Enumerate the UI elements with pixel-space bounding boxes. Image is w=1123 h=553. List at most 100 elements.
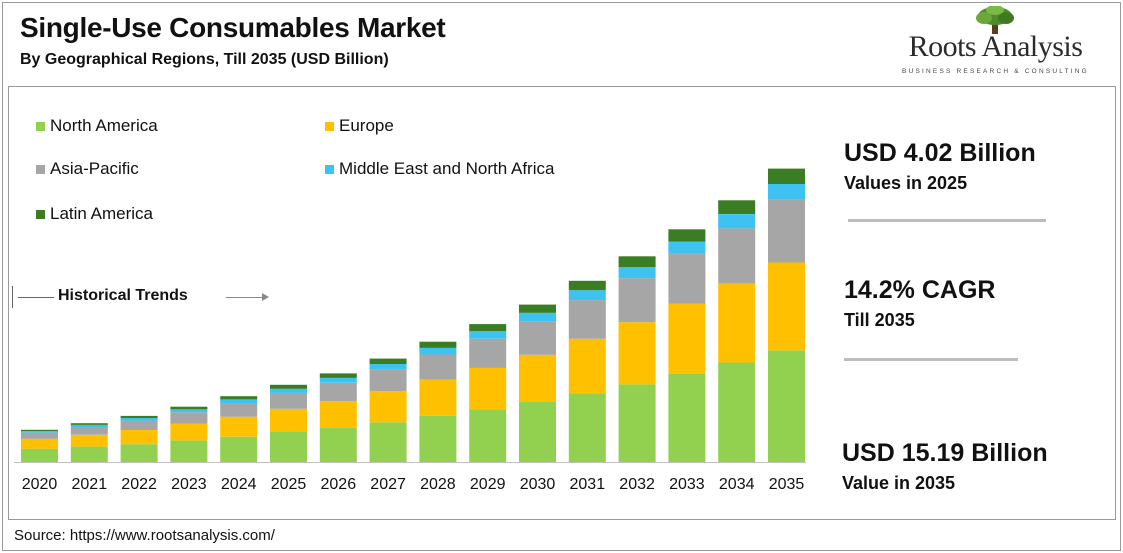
stat-cagr-label: Till 2035 [844, 310, 915, 330]
bar-segment-2023-3 [170, 409, 208, 413]
legend-swatch [36, 164, 45, 174]
bar-segment-2029-2 [469, 338, 507, 368]
legend-swatch [325, 121, 334, 131]
legend-label: Asia-Pacific [50, 159, 139, 178]
bar-segment-2022-0 [120, 444, 158, 462]
bar-segment-2031-0 [568, 393, 606, 462]
bar-segment-2025-4 [270, 384, 307, 389]
legend-mena: Middle East and North Africa [325, 159, 554, 179]
x-tick-label: 2020 [22, 476, 58, 493]
bar-segment-2033-0 [668, 373, 706, 462]
stat-value-2035-label: Value in 2035 [842, 473, 956, 493]
bar-segment-2025-1 [270, 408, 307, 432]
chart-title: Single-Use Consumables Market [20, 12, 446, 43]
legend-label: Europe [339, 116, 394, 135]
bar-segment-2024-3 [220, 399, 258, 403]
stat-cagr: 14.2% CAGR [844, 276, 996, 304]
bar-segment-2035-2 [768, 199, 805, 263]
annotation-line [18, 297, 54, 298]
bar-segment-2028-1 [419, 379, 457, 416]
bar-segment-2032-3 [618, 267, 656, 279]
x-tick-label: 2028 [420, 476, 456, 493]
arrow-right-icon [262, 293, 269, 301]
x-tick-label: 2025 [271, 476, 307, 493]
chart-subtitle: By Geographical Regions, Till 2035 (USD … [20, 51, 389, 68]
bar-segment-2028-2 [419, 354, 457, 380]
bar-segment-2020-4 [21, 429, 58, 432]
logo-name: Roots Analysis [908, 30, 1083, 63]
bar-segment-2024-2 [220, 403, 258, 417]
bar-segment-2025-3 [270, 388, 307, 393]
bar-segment-2027-4 [369, 358, 407, 364]
bar-segment-2027-3 [369, 364, 407, 370]
bar-segment-2033-1 [668, 303, 706, 374]
logo-tagline: BUSINESS RESEARCH & CONSULTING [902, 68, 1089, 75]
bar-segment-2030-4 [519, 304, 556, 313]
historical-trends-annotation: Historical Trends [12, 286, 269, 308]
bar-segment-2035-3 [768, 184, 805, 200]
bar-segment-2033-3 [668, 241, 706, 254]
bar-segment-2031-4 [568, 280, 606, 291]
bar-segment-2029-0 [469, 409, 507, 462]
bar-segment-2030-1 [519, 354, 556, 402]
x-tick-label: 2035 [769, 476, 805, 493]
x-tick-label: 2026 [321, 476, 357, 493]
bar-segment-2023-0 [170, 440, 208, 462]
bar-segment-2035-1 [768, 262, 805, 351]
legend-label: North America [50, 116, 158, 135]
bar-segment-2022-3 [120, 418, 158, 421]
bar-segment-2022-1 [120, 430, 158, 445]
bar-segment-2026-2 [319, 382, 357, 402]
chart-panel [8, 86, 1116, 520]
bar-segment-2026-0 [319, 427, 357, 462]
bar-segment-2031-3 [568, 290, 606, 301]
annotation-tick [12, 286, 13, 308]
bar-segment-2020-2 [21, 432, 58, 439]
bar-segment-2032-2 [618, 278, 656, 323]
stat-divider [844, 358, 1018, 361]
x-tick-label: 2027 [370, 476, 406, 493]
bar-segment-2023-1 [170, 423, 208, 441]
bar-segment-2021-4 [70, 423, 108, 425]
bar-segment-2034-3 [718, 214, 756, 229]
x-tick-label: 2022 [121, 476, 157, 493]
bar-segment-2027-1 [369, 391, 407, 423]
bar-segment-2024-4 [220, 396, 258, 400]
bar-segment-2021-3 [70, 424, 108, 427]
bar-segment-2023-4 [170, 406, 208, 410]
x-tick-label: 2034 [719, 476, 755, 493]
bar-segment-2023-2 [170, 412, 208, 424]
bar-segment-2020-0 [21, 448, 58, 462]
bar-segment-2025-0 [270, 432, 307, 462]
bar-segment-2022-2 [120, 420, 158, 430]
bar-segment-2034-0 [718, 362, 756, 462]
bar-segment-2028-0 [419, 415, 457, 462]
bar-segment-2029-4 [469, 324, 507, 332]
bar-segment-2022-4 [120, 415, 158, 418]
stat-value-2025: USD 4.02 Billion [844, 139, 1036, 167]
x-tick-label: 2031 [570, 476, 606, 493]
bar-segment-2033-2 [668, 254, 706, 304]
roots-analysis-logo: Roots Analysis BUSINESS RESEARCH & CONSU… [893, 6, 1098, 76]
bar-segment-2026-4 [319, 373, 357, 378]
annotation-line [226, 297, 264, 298]
bar-segment-2028-3 [419, 347, 457, 355]
x-tick-label: 2023 [171, 476, 207, 493]
bar-segment-2030-3 [519, 312, 556, 322]
bar-segment-2027-2 [369, 369, 407, 392]
bar-segment-2027-0 [369, 422, 407, 462]
bar-segment-2026-3 [319, 377, 357, 383]
x-tick-label: 2029 [470, 476, 506, 493]
x-tick-label: 2030 [520, 476, 556, 493]
legend-latin-america: Latin America [36, 204, 153, 224]
x-tick-label: 2021 [72, 476, 108, 493]
legend-label: Middle East and North Africa [339, 159, 555, 178]
legend-swatch [36, 121, 45, 131]
bar-segment-2030-2 [519, 321, 556, 355]
stat-divider [848, 219, 1046, 222]
bar-segment-2035-4 [768, 168, 805, 184]
bar-segment-2031-2 [568, 300, 606, 339]
x-tick-label: 2024 [221, 476, 257, 493]
